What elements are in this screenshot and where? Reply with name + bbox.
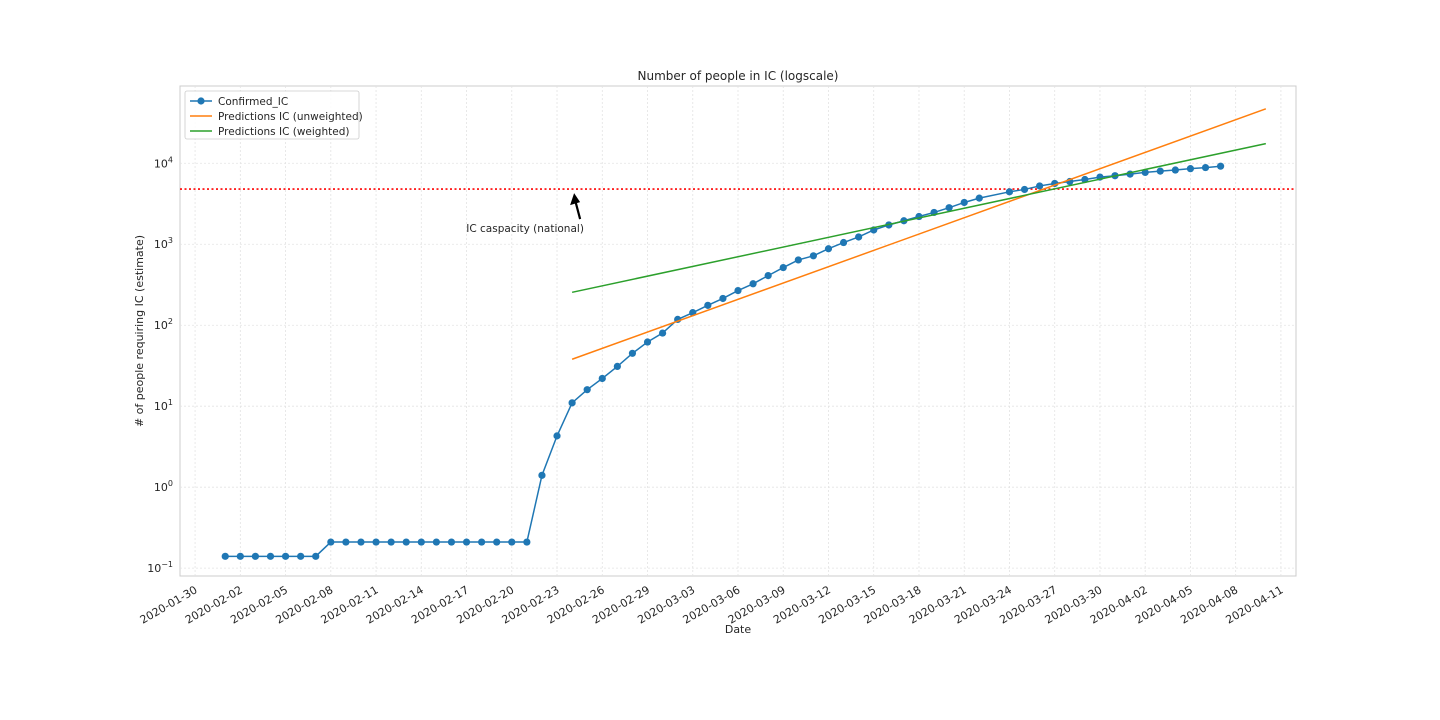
data-point — [794, 256, 802, 264]
data-point — [568, 399, 576, 407]
y-tick-exponent: 2 — [168, 317, 173, 326]
series-line — [571, 142, 1266, 294]
chart-title: Number of people in IC (logscale) — [638, 69, 839, 83]
y-tick-label: 102 — [154, 317, 173, 332]
data-point — [357, 538, 365, 546]
data-point — [658, 329, 667, 337]
data-point — [1186, 165, 1195, 173]
data-point — [704, 301, 712, 309]
data-point — [493, 538, 501, 546]
data-point — [1156, 167, 1164, 175]
data-point — [824, 245, 833, 253]
y-tick-exponent: −1 — [161, 560, 173, 569]
data-point — [387, 538, 395, 546]
y-tick-label: 100 — [154, 479, 173, 494]
data-point — [1020, 185, 1029, 194]
grid — [180, 86, 1296, 576]
y-tick-base: 10 — [147, 562, 161, 575]
data-point — [779, 263, 787, 272]
data-point — [1141, 168, 1149, 177]
data-point — [628, 349, 637, 357]
legend-item: Predictions IC (weighted) — [190, 126, 349, 138]
data-point — [478, 538, 486, 546]
data-point — [598, 374, 606, 383]
data-point — [538, 471, 546, 479]
legend-label: Predictions IC (unweighted) — [218, 111, 363, 123]
legend-label: Predictions IC (weighted) — [218, 126, 349, 138]
data-point — [809, 252, 818, 260]
data-point — [839, 238, 848, 247]
data-point — [251, 552, 260, 560]
y-tick-base: 10 — [154, 157, 168, 170]
legend-box — [184, 90, 360, 140]
series-0 — [221, 162, 1225, 560]
data-point — [372, 538, 380, 546]
y-tick-base: 10 — [154, 319, 168, 332]
y-tick-base: 10 — [154, 400, 168, 413]
y-tick-base: 10 — [154, 238, 168, 251]
annotation-arrow-shaft — [574, 201, 582, 220]
data-point — [312, 552, 320, 560]
y-axis-title: # of people requiring IC (estimate) — [133, 235, 146, 427]
data-point — [1171, 166, 1179, 174]
legend-item: Predictions IC (unweighted) — [190, 111, 363, 123]
y-tick-base: 10 — [154, 481, 168, 494]
data-point — [945, 204, 953, 212]
data-point — [447, 538, 456, 546]
series-2 — [571, 142, 1266, 294]
data-point — [553, 432, 561, 440]
data-point — [266, 552, 275, 560]
data-point — [1216, 162, 1225, 170]
data-point — [327, 538, 335, 546]
data-point — [221, 552, 229, 560]
data-point — [1036, 182, 1044, 190]
y-tick-exponent: 0 — [168, 479, 173, 488]
data-point — [1201, 163, 1210, 172]
data-point — [432, 538, 440, 546]
data-point — [975, 194, 983, 202]
data-point — [613, 362, 621, 371]
data-point — [342, 538, 350, 546]
data-point — [734, 286, 742, 295]
legend-label: Confirmed_IC — [218, 96, 288, 108]
data-point — [960, 198, 968, 207]
data-point — [643, 338, 652, 346]
data-point — [402, 538, 410, 546]
data-point — [719, 294, 727, 303]
data-point — [417, 538, 425, 546]
data-point — [749, 280, 757, 288]
data-point — [297, 552, 305, 560]
data-point — [462, 538, 471, 546]
data-point — [523, 538, 531, 546]
y-tick-label: 103 — [154, 236, 173, 251]
series-layer — [221, 108, 1267, 560]
data-point — [764, 272, 772, 280]
y-tick-label: 10−1 — [147, 560, 173, 575]
data-point — [508, 538, 516, 546]
x-axis-title: Date — [725, 623, 752, 636]
y-tick-exponent: 1 — [168, 398, 173, 407]
legend-item: Confirmed_IC — [190, 96, 288, 108]
y-tick-label: 101 — [154, 398, 173, 413]
annotation-text: IC caspacity (national) — [466, 223, 584, 235]
annotation-arrow-head — [570, 193, 581, 206]
y-tick-exponent: 3 — [168, 236, 173, 245]
y-tick-label: 104 — [154, 155, 173, 170]
data-point — [855, 233, 863, 241]
series-line — [571, 108, 1267, 360]
data-point — [281, 552, 290, 560]
legend-marker — [197, 97, 205, 105]
data-point — [236, 552, 244, 560]
data-point — [1005, 188, 1014, 196]
y-tick-exponent: 4 — [168, 155, 173, 164]
annotation: IC caspacity (national) — [466, 193, 584, 235]
legend: Confirmed_IC Predictions IC (unweighted) P… — [184, 90, 363, 140]
series-1 — [571, 108, 1267, 360]
data-point — [583, 386, 591, 394]
